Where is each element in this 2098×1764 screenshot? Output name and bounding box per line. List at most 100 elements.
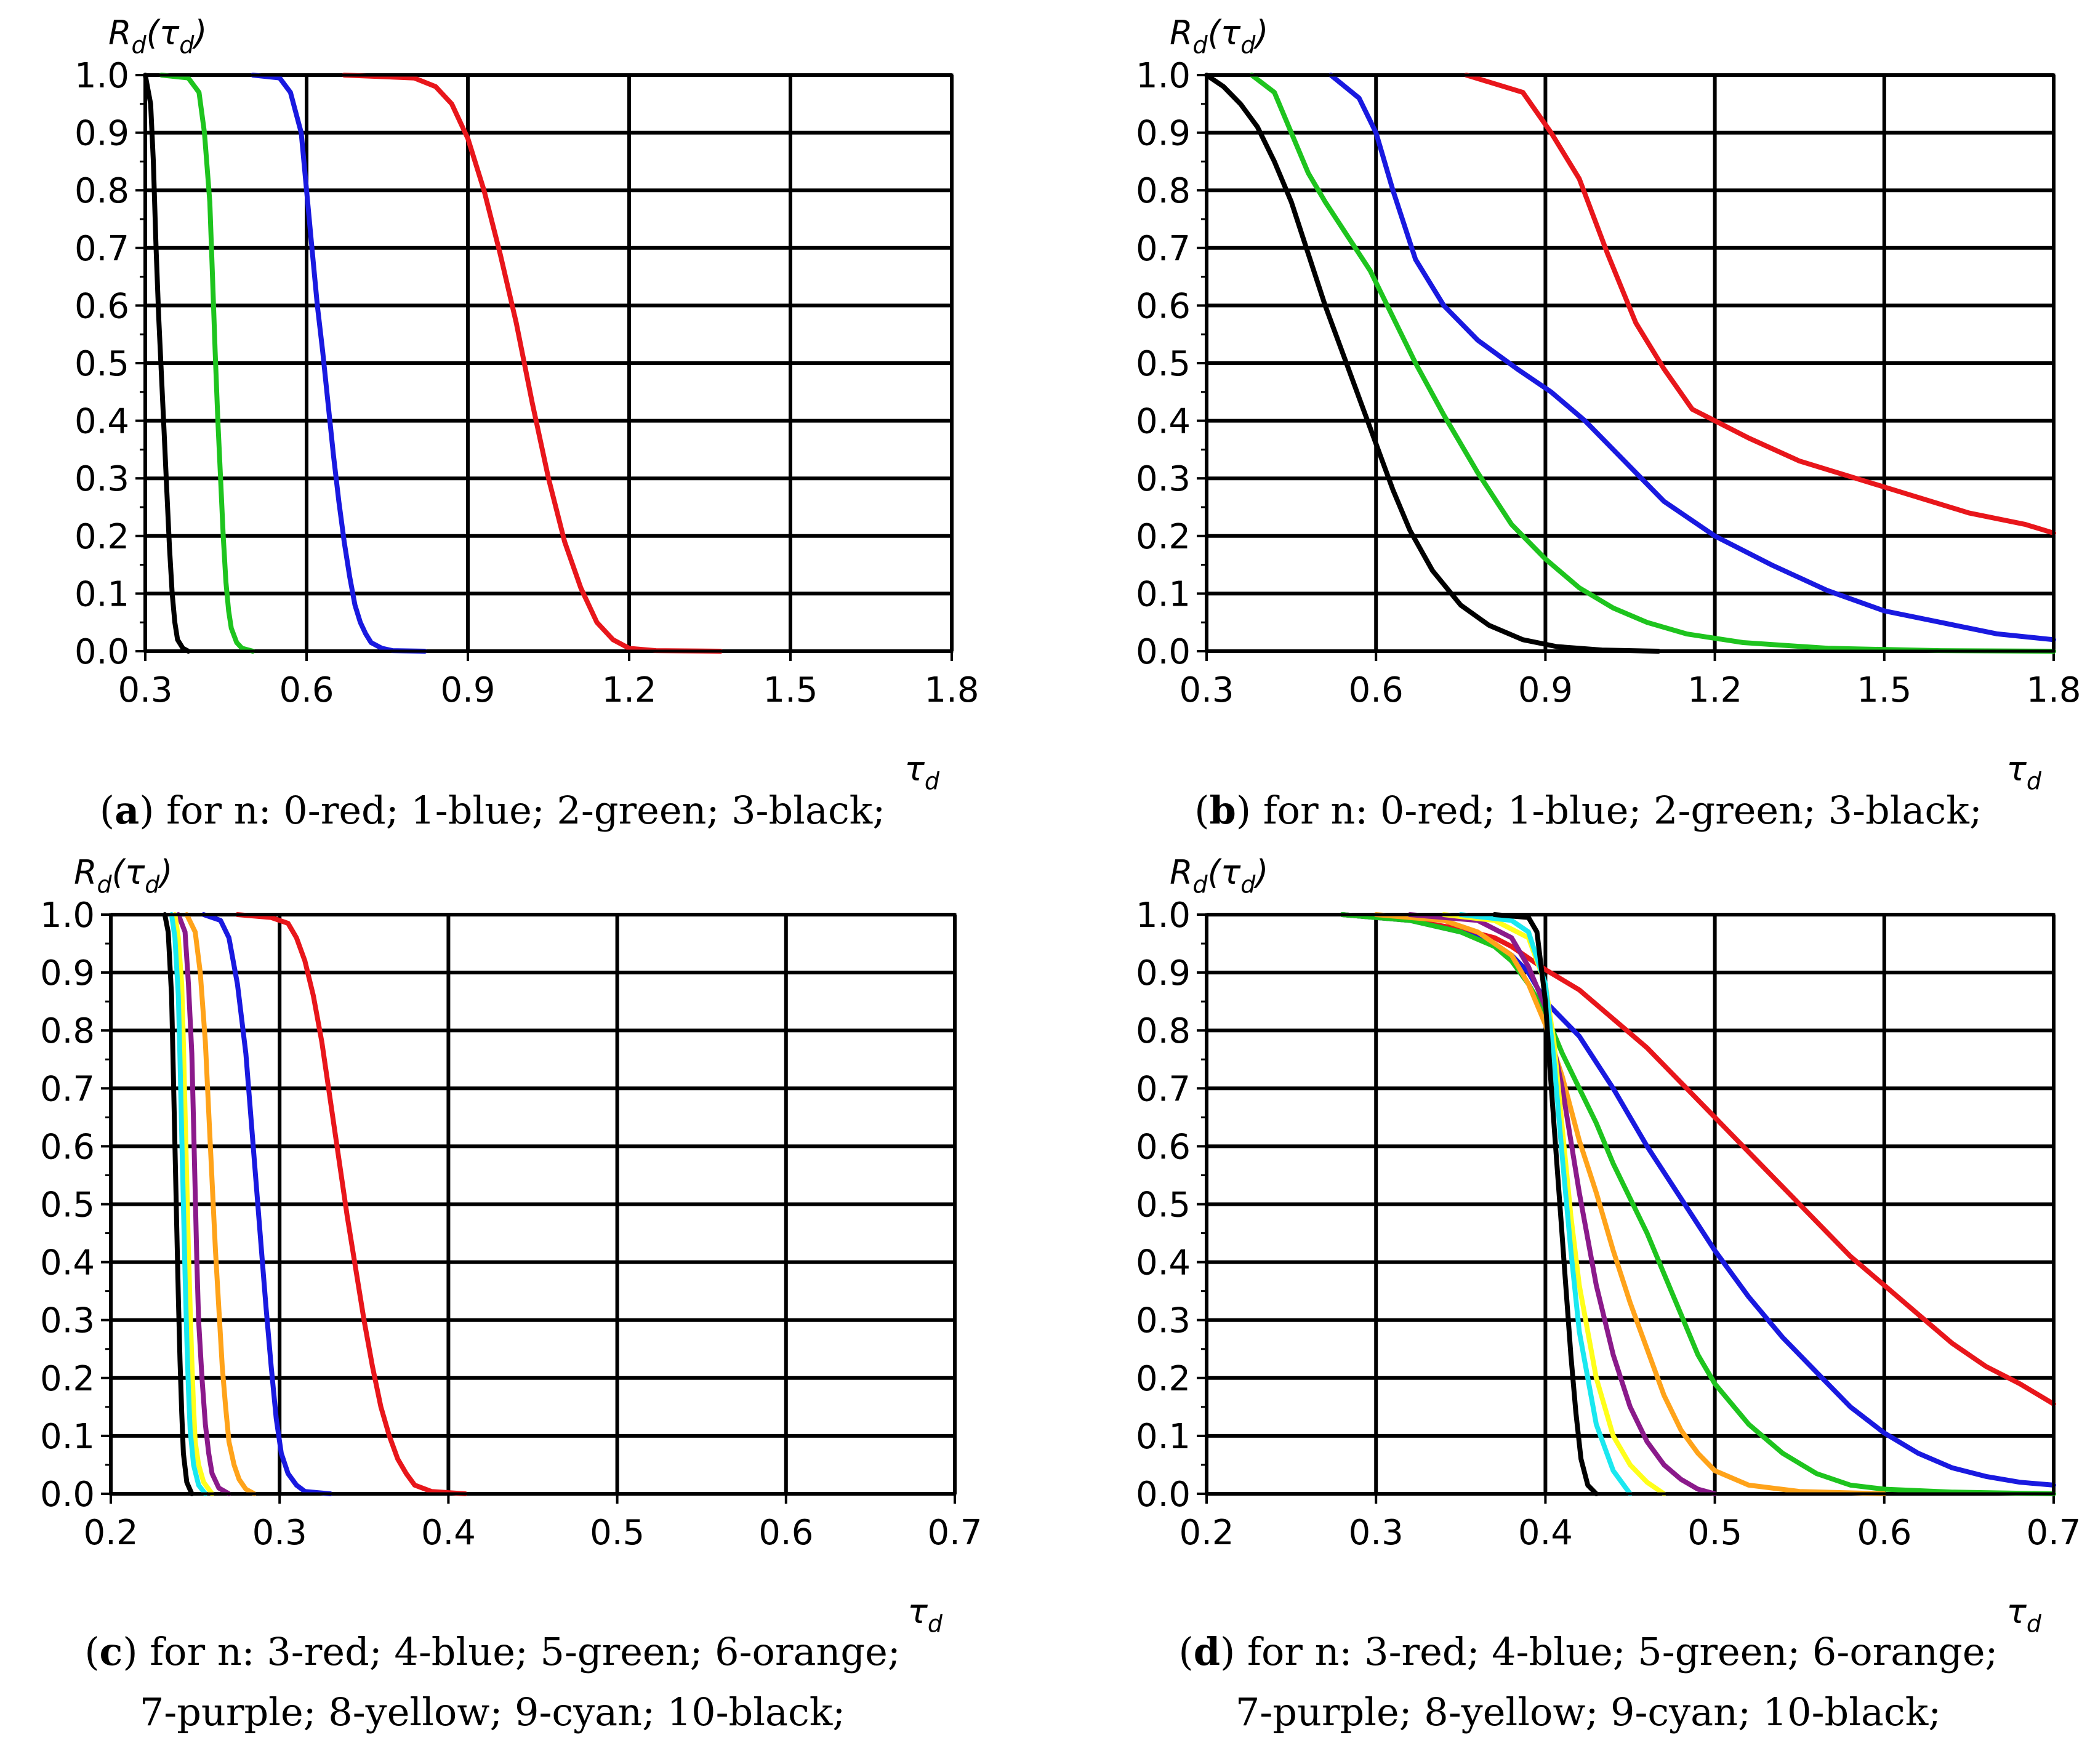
- y-tick-label: 0.5: [40, 1185, 95, 1225]
- series-line-green: [1249, 73, 2056, 654]
- series-line-cyan: [1458, 912, 1633, 1496]
- series-line-red: [342, 73, 723, 654]
- y-axis-label: Rd(τd): [108, 14, 207, 58]
- series-line-blue: [201, 912, 333, 1496]
- y-tick-label: 0.9: [74, 114, 129, 154]
- panel-caption-line2: 7-purple; 8-yellow; 9-cyan; 10-black;: [1236, 1690, 1941, 1734]
- series-line-purple: [175, 912, 231, 1496]
- y-tick-label: 0.3: [74, 459, 129, 499]
- plot-frame: [109, 913, 957, 1496]
- y-tick-label: 1.0: [74, 56, 129, 96]
- caption-open-paren: (: [100, 788, 115, 833]
- x-axis-label-main: τ: [2006, 1592, 2027, 1631]
- series-line-black: [1492, 912, 1599, 1496]
- caption-open-paren: (: [84, 1629, 99, 1674]
- y-tick-label: 0.2: [1136, 1359, 1191, 1399]
- x-axis-label-main: τ: [2006, 750, 2027, 788]
- caption-text: ) for n: 3-red; 4-blue; 5-green; 6-orang…: [1220, 1629, 1998, 1674]
- x-axis-label: τd: [904, 750, 940, 795]
- y-tick-label: 0.8: [1136, 1011, 1191, 1051]
- y-tick-label: 0.4: [74, 402, 129, 442]
- y-tick-label: 0.9: [1136, 953, 1191, 993]
- x-axis-label: τd: [2006, 750, 2042, 795]
- y-tick-label: 0.6: [1136, 286, 1191, 326]
- x-tick-label: 0.6: [1349, 670, 1404, 710]
- y-axis-label-part: (τ: [1208, 14, 1241, 52]
- x-tick-label: 0.5: [590, 1513, 645, 1553]
- y-axis-label-part: (τ: [1208, 853, 1241, 892]
- x-axis-label-sub: d: [2027, 1610, 2042, 1637]
- y-tick-label: 0.6: [1136, 1127, 1191, 1167]
- series-line-red: [235, 912, 468, 1496]
- series-line-orange: [1373, 912, 1887, 1496]
- y-tick-label: 0.2: [74, 517, 129, 557]
- y-tick-label: 0.0: [1136, 1475, 1191, 1515]
- y-axis-label-part: d: [1193, 871, 1208, 898]
- series-line-black: [143, 73, 191, 654]
- series-line-purple: [1407, 912, 1718, 1496]
- plot-frame: [143, 73, 954, 653]
- y-tick-label: 0.5: [74, 344, 129, 384]
- y-axis-label-part: R: [1170, 853, 1193, 892]
- y-axis-label-part: d: [1193, 31, 1208, 58]
- y-tick-label: 1.0: [1136, 896, 1191, 936]
- y-tick-label: 1.0: [1136, 56, 1191, 96]
- panel-b: 0.3 0.6 0.9 1.2 1.5 1.8 0.0 0.1 0.2 0.3 0.4 0.5 0.6 0…: [1136, 14, 2081, 833]
- y-tick-label: 0.9: [40, 953, 95, 993]
- y-tick-label: 0.8: [1136, 171, 1191, 211]
- y-tick-label: 0.7: [1136, 229, 1191, 269]
- caption-open-paren: (: [1194, 788, 1209, 833]
- y-axis-label-part: R: [1170, 14, 1193, 52]
- series-line-green: [159, 73, 255, 654]
- x-tick-label: 1.8: [924, 670, 979, 710]
- panel-caption: (c) for n: 3-red; 4-blue; 5-green; 6-ora…: [84, 1629, 900, 1674]
- y-axis-label-part: d: [145, 871, 160, 898]
- x-tick-label: 0.2: [83, 1513, 138, 1553]
- y-axis-label: Rd(τd): [1170, 853, 1268, 898]
- caption-letter: a: [115, 788, 139, 833]
- series-line-blue: [1340, 912, 2056, 1488]
- x-tick-label: 0.2: [1179, 1513, 1234, 1553]
- caption-letter: b: [1209, 788, 1236, 833]
- panel-d: 0.2 0.3 0.4 0.5 0.6 0.7 0.0 0.1 0.2 0.3 0.4 0.5 0.6 0…: [1136, 853, 2081, 1734]
- y-tick-label: 0.0: [1136, 632, 1191, 672]
- x-tick-label: 0.6: [279, 670, 334, 710]
- y-tick-label: 0.4: [1136, 402, 1191, 442]
- x-tick-label: 0.5: [1687, 1513, 1742, 1553]
- x-tick-label: 1.8: [2026, 670, 2081, 710]
- y-axis-label-part: d: [1240, 31, 1256, 58]
- x-axis-label-main: τ: [907, 1592, 928, 1631]
- x-axis-label-sub: d: [925, 768, 940, 795]
- x-tick-label: 0.4: [1518, 1513, 1573, 1553]
- x-axis-label-sub: d: [2027, 768, 2042, 795]
- y-axis-label-part: (τ: [147, 14, 180, 52]
- y-tick-label: 0.1: [40, 1417, 95, 1457]
- x-axis-label: τd: [2006, 1592, 2042, 1637]
- x-tick-label: 0.9: [440, 670, 495, 710]
- x-tick-label: 1.2: [1687, 670, 1742, 710]
- x-axis-label-main: τ: [904, 750, 925, 788]
- x-axis-label: τd: [907, 1592, 943, 1637]
- y-axis-label-part: ): [157, 853, 172, 892]
- caption-letter: c: [100, 1629, 123, 1674]
- y-tick-label: 0.6: [74, 286, 129, 326]
- x-tick-label: 1.2: [601, 670, 656, 710]
- y-tick-label: 0.6: [40, 1127, 95, 1167]
- y-axis-label-part: (τ: [112, 853, 145, 892]
- y-axis-label-part: d: [1240, 871, 1256, 898]
- y-tick-label: 0.4: [1136, 1243, 1191, 1283]
- panel-a: 0.3 0.6 0.9 1.2 1.5 1.8 0.0 0.1 0.2 0.3 0.4 0.5 0.6 0…: [74, 14, 979, 833]
- y-tick-label: 0.4: [40, 1243, 95, 1283]
- y-axis-label-part: ): [1253, 853, 1268, 892]
- y-tick-label: 0.0: [40, 1475, 95, 1515]
- y-tick-label: 1.0: [40, 896, 95, 936]
- plot-frame: [1205, 913, 2056, 1496]
- y-tick-label: 0.2: [40, 1359, 95, 1399]
- x-tick-label: 1.5: [763, 670, 818, 710]
- x-tick-label: 0.7: [927, 1513, 982, 1553]
- y-tick-label: 0.0: [74, 632, 129, 672]
- y-tick-label: 0.7: [40, 1069, 95, 1109]
- y-axis-label-part: R: [108, 14, 132, 52]
- y-axis-label-part: ): [1253, 14, 1268, 52]
